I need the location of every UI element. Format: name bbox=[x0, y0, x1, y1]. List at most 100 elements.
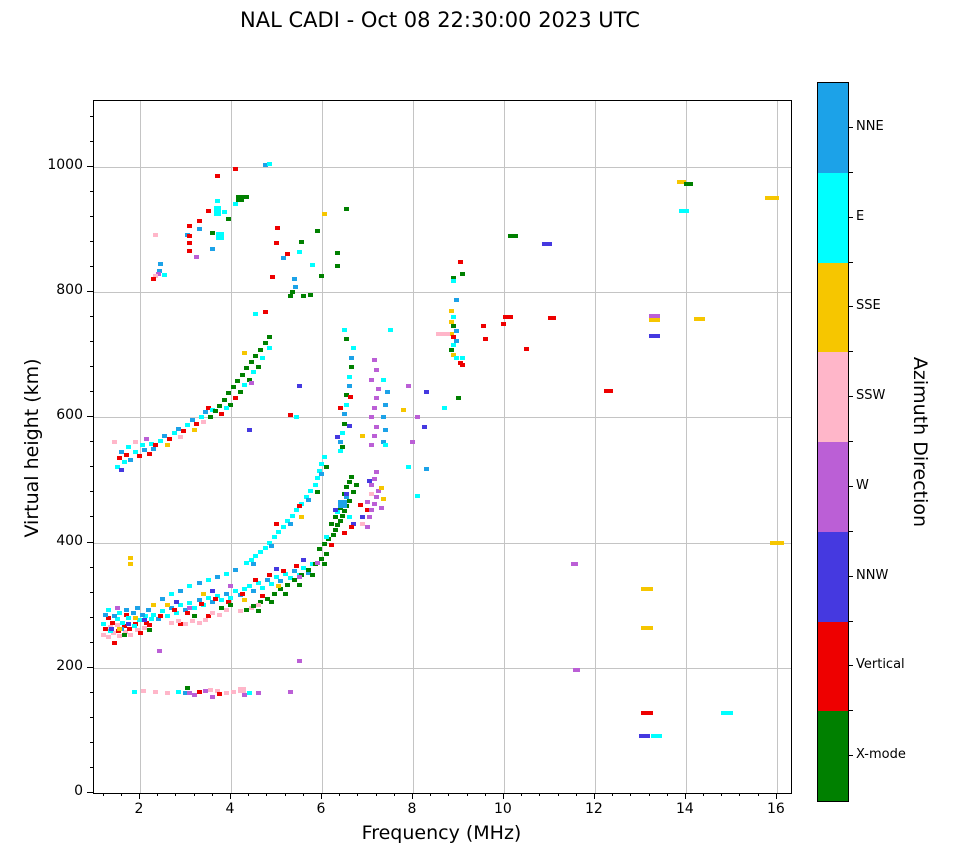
scatter-point bbox=[369, 491, 375, 496]
scatter-point bbox=[360, 515, 366, 520]
x-minor-tick bbox=[375, 793, 377, 796]
scatter-point bbox=[676, 180, 686, 185]
x-minor-tick bbox=[703, 793, 705, 796]
scatter-point bbox=[328, 521, 334, 526]
scatter-point bbox=[171, 430, 177, 435]
scatter-point bbox=[451, 324, 457, 329]
scatter-point bbox=[260, 593, 266, 598]
scatter-point bbox=[228, 402, 234, 407]
x-minor-tick bbox=[630, 793, 632, 796]
y-minor-tick bbox=[90, 391, 93, 393]
scatter-point bbox=[223, 591, 229, 596]
scatter-point bbox=[215, 231, 224, 240]
colorbar-label-nnw: NNW bbox=[856, 567, 889, 583]
scatter-point bbox=[424, 466, 430, 471]
scatter-point bbox=[112, 614, 118, 619]
colorbar-center-tick bbox=[849, 755, 853, 757]
scatter-point bbox=[321, 211, 327, 216]
scatter-point bbox=[244, 560, 250, 565]
scatter-point bbox=[110, 620, 116, 625]
scatter-point bbox=[342, 421, 348, 426]
scatter-point bbox=[369, 415, 375, 420]
scatter-point bbox=[226, 216, 232, 221]
scatter-point bbox=[449, 308, 455, 313]
scatter-point bbox=[337, 449, 343, 454]
scatter-point bbox=[230, 689, 236, 694]
scatter-point bbox=[196, 226, 202, 231]
colorbar-segment-w bbox=[818, 442, 848, 532]
y-gridline bbox=[94, 542, 791, 544]
scatter-point bbox=[213, 205, 221, 216]
x-minor-tick bbox=[120, 793, 122, 796]
scatter-point bbox=[239, 372, 245, 377]
scatter-point bbox=[410, 440, 416, 445]
scatter-point bbox=[335, 435, 341, 440]
scatter-point bbox=[342, 509, 348, 514]
y-major-tick bbox=[87, 291, 93, 292]
scatter-point bbox=[285, 251, 291, 256]
scatter-point bbox=[132, 621, 138, 626]
x-minor-tick bbox=[666, 793, 668, 796]
scatter-point bbox=[192, 427, 198, 432]
x-major-tick bbox=[320, 793, 322, 799]
scatter-point bbox=[210, 599, 216, 604]
y-minor-tick bbox=[90, 691, 93, 693]
scatter-point bbox=[135, 628, 141, 633]
scatter-point bbox=[176, 426, 182, 431]
scatter-point bbox=[401, 407, 407, 412]
scatter-point bbox=[271, 535, 277, 540]
scatter-point bbox=[298, 239, 304, 244]
scatter-point bbox=[119, 449, 125, 454]
scatter-point bbox=[123, 608, 129, 613]
y-tick-label: 800 bbox=[56, 282, 83, 298]
scatter-point bbox=[312, 482, 318, 487]
scatter-point bbox=[214, 688, 220, 693]
scatter-point bbox=[294, 415, 300, 420]
scatter-point bbox=[253, 311, 259, 316]
scatter-point bbox=[364, 524, 370, 529]
scatter-point bbox=[360, 434, 366, 439]
scatter-point bbox=[173, 599, 179, 604]
x-major-tick bbox=[229, 793, 231, 799]
scatter-point bbox=[292, 578, 298, 583]
colorbar-boundary-tick bbox=[849, 530, 853, 532]
scatter-point bbox=[290, 290, 296, 294]
scatter-point bbox=[237, 609, 243, 614]
scatter-point bbox=[405, 383, 411, 388]
scatter-point bbox=[132, 440, 138, 445]
scatter-point bbox=[187, 233, 193, 238]
x-major-tick bbox=[684, 793, 686, 799]
scatter-point bbox=[164, 603, 170, 608]
x-tick-label: 2 bbox=[134, 801, 144, 817]
scatter-point bbox=[242, 586, 248, 591]
scatter-point bbox=[214, 174, 220, 179]
scatter-point bbox=[321, 454, 327, 459]
x-gridline bbox=[594, 101, 596, 793]
scatter-point bbox=[344, 336, 350, 341]
scatter-point bbox=[349, 365, 354, 370]
colorbar-boundary-tick bbox=[849, 261, 853, 263]
y-minor-tick bbox=[90, 240, 93, 242]
scatter-point bbox=[255, 603, 261, 608]
y-minor-tick bbox=[90, 741, 93, 743]
x-minor-tick bbox=[648, 793, 650, 796]
scatter-point bbox=[207, 415, 213, 420]
scatter-point bbox=[414, 415, 420, 420]
x-tick-label: 4 bbox=[225, 801, 235, 817]
scatter-point bbox=[160, 609, 166, 614]
scatter-point bbox=[203, 410, 209, 415]
scatter-point bbox=[242, 598, 248, 603]
scatter-point bbox=[217, 403, 223, 408]
scatter-point bbox=[305, 497, 311, 502]
scatter-point bbox=[182, 621, 188, 626]
scatter-point bbox=[121, 633, 127, 638]
scatter-point bbox=[192, 614, 198, 619]
x-minor-tick bbox=[193, 793, 195, 796]
scatter-point bbox=[273, 241, 279, 246]
y-minor-tick bbox=[90, 441, 93, 443]
scatter-point bbox=[296, 249, 302, 254]
scatter-point bbox=[451, 275, 457, 280]
scatter-point bbox=[146, 451, 152, 456]
scatter-point bbox=[305, 570, 311, 575]
scatter-point bbox=[128, 457, 134, 462]
